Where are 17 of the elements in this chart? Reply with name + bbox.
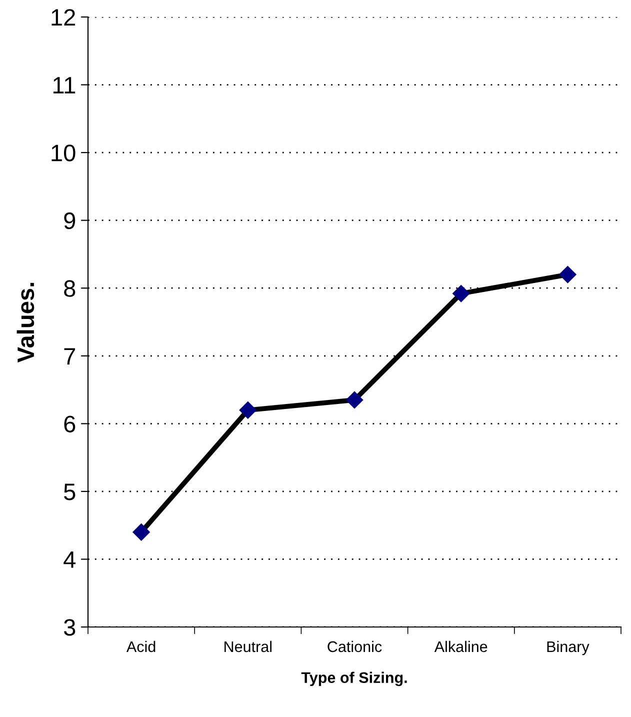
x-tick-label: Acid [126, 640, 156, 652]
y-tick-label: 8 [64, 280, 76, 297]
x-tick-label: Binary [547, 640, 590, 656]
y-tick-label: 9 [64, 212, 76, 230]
y-tick-label: 6 [64, 416, 76, 432]
y-tick-label: 3 [64, 619, 76, 636]
y-tick-label: 10 [52, 144, 76, 162]
x-tick-label: Neutral [224, 640, 272, 652]
y-tick-label: 12 [52, 9, 76, 26]
y-axis-title: Values. [16, 282, 34, 363]
x-tick-label: Alkaline [434, 640, 488, 652]
y-tick-label: 11 [53, 77, 76, 94]
y-tick-label: 4 [64, 552, 76, 568]
x-axis-title: Type of Sizing. [301, 672, 407, 686]
y-tick-label: 7 [64, 348, 76, 364]
x-tick-label: Cationic [328, 640, 382, 652]
y-tick-label: 5 [64, 484, 76, 500]
